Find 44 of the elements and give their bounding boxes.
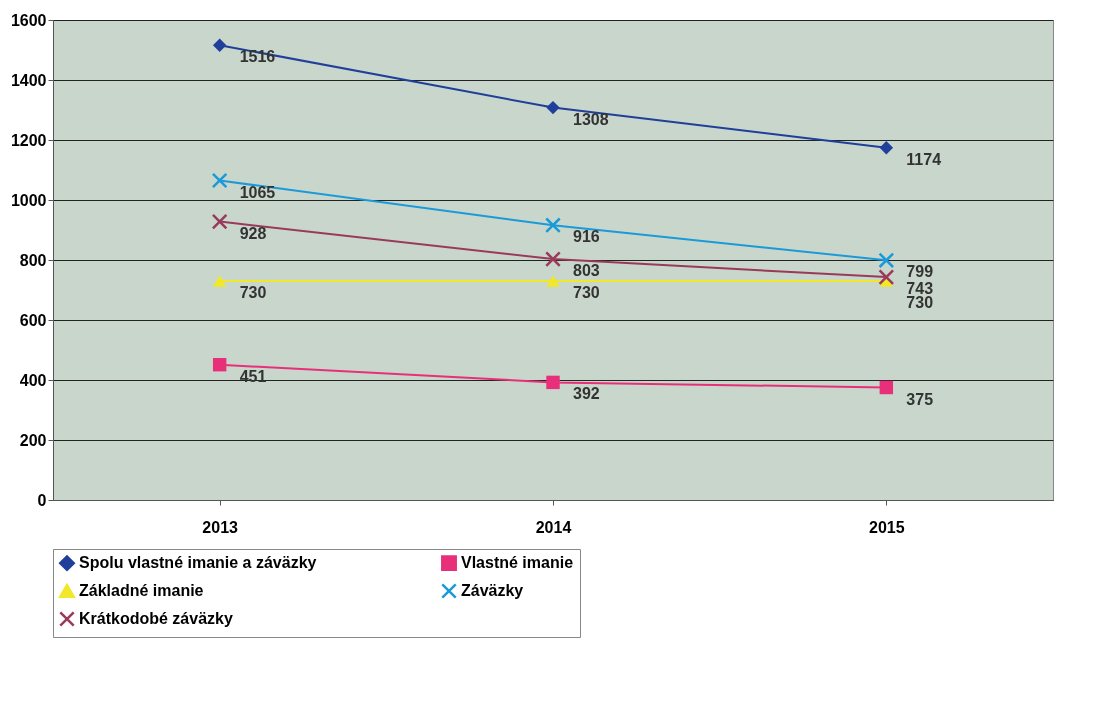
data-label: 803 [573,262,600,280]
data-label: 916 [573,228,600,246]
legend-label: Krátkodobé záväzky [79,610,233,627]
y-tick-label: 400 [19,371,47,389]
data-label: 730 [573,284,600,301]
y-tick-label: 800 [19,251,47,269]
y-tick-label: 1400 [10,71,47,89]
point [545,251,561,268]
data-label: 730 [239,284,267,301]
point [879,141,894,155]
legend-label: Základné imanie [79,582,204,599]
point [545,217,561,234]
data-label: 1516 [239,48,276,66]
point [546,375,560,390]
y-tick-label: 1000 [10,191,47,209]
data-label: 730 [906,294,934,312]
point [546,275,560,287]
y-tick-label: 1200 [10,131,47,149]
point [211,172,228,189]
point [546,100,560,115]
data-label: 1065 [239,183,276,201]
point [878,269,895,286]
data-label: 799 [906,263,934,281]
data-label: 392 [573,385,600,403]
data-label: 375 [906,390,934,408]
legend-label: Vlastné imanie [461,554,574,572]
legend-label: Spolu vlastné imanie a záväzky [79,554,317,572]
y-tick-label: 600 [19,311,47,329]
x-tick-label: 2014 [535,518,572,536]
y-tick-label: 0 [37,491,47,509]
y-tick-label: 1600 [10,11,47,29]
point [879,380,894,395]
data-label: 1174 [906,150,942,168]
legend-label: Záväzky [461,582,524,599]
data-label: 1308 [573,110,609,128]
x-tick-label: 2013 [202,518,239,536]
point [212,38,227,52]
x-tick-label: 2015 [869,518,905,536]
point [211,213,228,230]
point [212,357,227,372]
data-label: 928 [239,224,267,242]
y-tick-label: 200 [19,431,47,449]
point [878,252,895,269]
point [212,275,227,287]
